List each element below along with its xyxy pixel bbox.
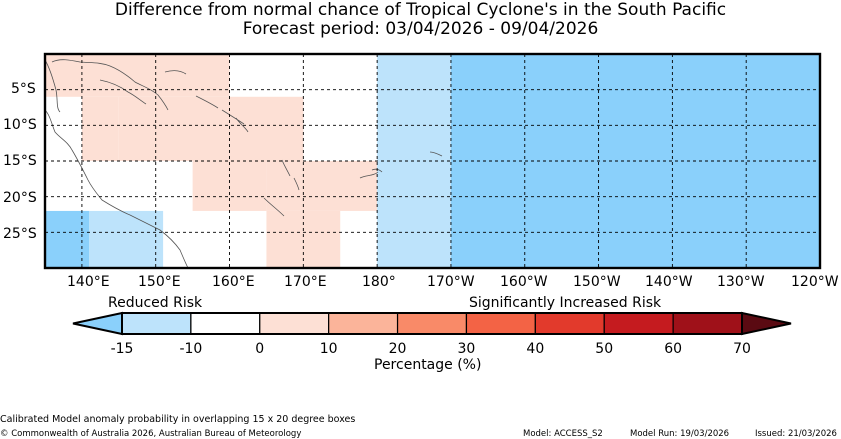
chart-title: Difference from normal chance of Tropica… xyxy=(114,0,727,20)
lon-label: 150°W xyxy=(573,274,621,290)
colorbar-high-extend xyxy=(741,311,792,336)
anomaly-cell xyxy=(229,96,304,161)
map-frame xyxy=(43,52,822,270)
new-britain-coastline xyxy=(164,70,249,133)
vanuatu-coastline xyxy=(281,159,300,191)
colorbar-tick-label: 50 xyxy=(595,341,614,357)
coastline xyxy=(44,59,443,269)
lon-label: 160°W xyxy=(500,274,548,290)
fiji-coastline xyxy=(359,168,383,179)
colorbar-tick-label: 70 xyxy=(733,341,751,357)
cape-york-coastline xyxy=(44,59,61,113)
colorbar-tick-label: 10 xyxy=(319,341,338,357)
lon-label: 140°W xyxy=(645,274,693,290)
lon-label: 170°W xyxy=(427,274,475,290)
chart-subtitle: Forecast period: 03/04/2026 - 09/04/2026 xyxy=(242,19,599,39)
australia-coastline xyxy=(44,109,189,269)
colorbar-bin xyxy=(190,312,261,335)
lat-label: 15°S xyxy=(3,153,37,169)
colorbar-tick-label: -15 xyxy=(110,341,134,357)
lon-label: 130°W xyxy=(717,274,765,290)
footer-copyright: © Commonwealth of Australia 2026, Austra… xyxy=(0,429,302,439)
colorbar-bin xyxy=(259,312,330,335)
colorbar-bin xyxy=(603,312,674,335)
colorbar-low-extend xyxy=(72,311,123,336)
colorbar-bin xyxy=(465,312,536,335)
footer-model: Model: ACCESS_S2 xyxy=(523,429,603,439)
legend-increased-label: Significantly Increased Risk xyxy=(469,295,662,311)
lon-label: 170°E xyxy=(284,274,327,290)
colorbar-frame xyxy=(121,312,743,335)
lon-label: 160°E xyxy=(212,274,255,290)
colorbar-bin xyxy=(121,312,192,335)
new-guinea-coastline xyxy=(51,59,169,111)
legend-axis-label: Percentage (%) xyxy=(374,357,482,373)
lat-label: 25°S xyxy=(3,226,37,242)
legend-reduced-label: Reduced Risk xyxy=(108,295,203,311)
colorbar-bin xyxy=(672,312,743,335)
lon-label: 140°E xyxy=(67,274,110,290)
lon-label: 150°E xyxy=(138,274,181,290)
lat-label: 10°S xyxy=(3,117,37,133)
colorbar-tick-label: 0 xyxy=(255,341,265,357)
colorbar-bin xyxy=(534,312,605,335)
lon-label: 180° xyxy=(362,274,396,290)
footer-issued: Issued: 21/03/2026 xyxy=(755,429,837,439)
anomaly-cell xyxy=(45,210,90,268)
anomaly-cell xyxy=(89,210,164,268)
lat-label: 5°S xyxy=(11,81,36,97)
footer-description: Calibrated Model anomaly probability in … xyxy=(0,414,356,425)
colorbar-bin xyxy=(328,312,399,335)
colorbar-tick-label: 40 xyxy=(526,341,545,357)
footer-model-run: Model Run: 19/03/2026 xyxy=(630,429,730,439)
colorbar-tick-label: 60 xyxy=(664,341,683,357)
colorbar-bin xyxy=(396,312,468,335)
colorbar-tick-label: 20 xyxy=(388,341,407,357)
colorbar xyxy=(72,311,792,336)
colorbar-tick-label: 30 xyxy=(457,341,476,357)
colorbar-tick-label: -10 xyxy=(179,341,203,357)
anomaly-cell xyxy=(118,96,230,161)
anomaly-cell xyxy=(266,161,378,211)
lat-label: 20°S xyxy=(3,190,37,206)
map-panel xyxy=(43,52,822,270)
colorbar-bins xyxy=(121,312,743,335)
new-caledonia-coastline xyxy=(263,197,285,217)
samoa-coastline xyxy=(429,151,443,157)
lon-label: 120°W xyxy=(791,274,839,290)
anomaly-cell xyxy=(81,96,119,161)
